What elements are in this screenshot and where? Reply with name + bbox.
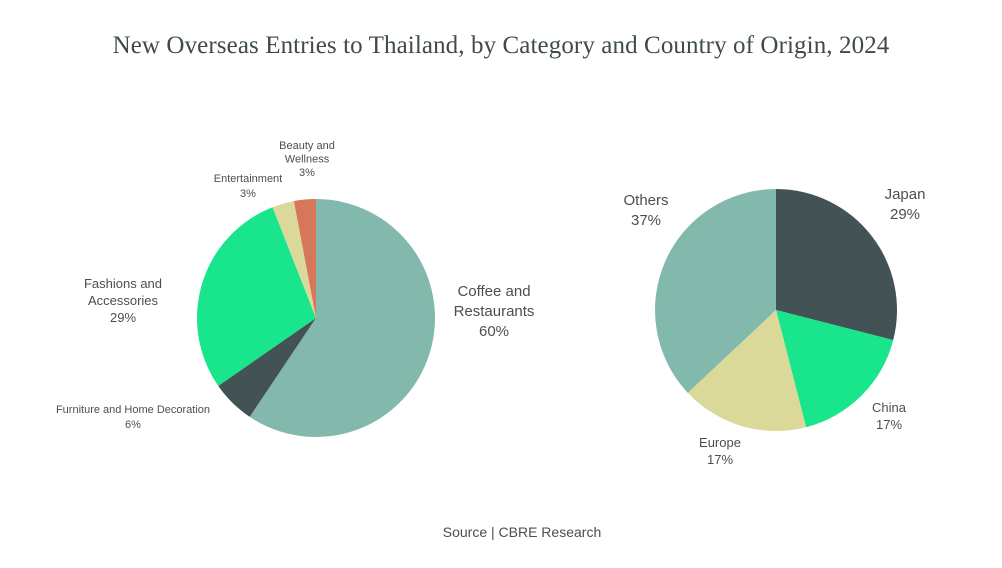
slice-name-entertainment: Entertainment	[214, 173, 282, 185]
slice-percent-beauty-and-wellness: 3%	[299, 167, 315, 179]
slice-label-europe: Europe 17%	[699, 435, 741, 467]
pie-slice-coffee-and-restaurants	[249, 199, 435, 437]
slice-label-japan: Japan 29%	[885, 186, 926, 223]
slice-percent-entertainment: 3%	[240, 188, 256, 200]
slice-percent-others: 37%	[631, 212, 661, 229]
slice-name-fashions-and-accessories: Fashions and	[84, 276, 162, 291]
pie-slice-entertainment	[272, 201, 316, 318]
slice-percent-china: 17%	[876, 417, 902, 432]
slice-label-entertainment: Entertainment 3%	[214, 173, 282, 200]
pie-slice-fashions-and-accessories	[197, 207, 316, 386]
slice-label-fashions-and-accessories: Fashions and Accessories 29%	[84, 276, 162, 325]
slice-name-others: Others	[623, 192, 668, 209]
pie-slice-japan	[776, 189, 897, 341]
slice-name-coffee-and-restaurants: Coffee and	[457, 283, 530, 300]
slice-label-furniture-and-home-decoration: Furniture and Home Decoration 6%	[56, 404, 210, 431]
pie-slice-europe	[687, 310, 807, 431]
slice-name-furniture-and-home-decoration: Furniture and Home Decoration	[56, 404, 210, 416]
slice-percent-japan: 29%	[890, 206, 920, 223]
slice-name-china: China	[872, 400, 907, 415]
slice-name-fashions-and-accessories: Accessories	[88, 293, 159, 308]
pie-slice-others	[654, 188, 776, 393]
pie-slice-beauty-and-wellness	[293, 199, 316, 318]
slice-name-europe: Europe	[699, 435, 741, 450]
slice-name-beauty-and-wellness: Wellness	[285, 154, 330, 166]
slice-percent-fashions-and-accessories: 29%	[110, 310, 136, 325]
pie-slice-china	[776, 310, 894, 428]
chart-title: New Overseas Entries to Thailand, by Cat…	[112, 32, 890, 59]
slice-label-coffee-and-restaurants: Coffee and Restaurants 60%	[454, 283, 535, 340]
slice-label-others: Others 37%	[623, 192, 668, 229]
slice-percent-furniture-and-home-decoration: 6%	[125, 419, 141, 431]
category-pie-chart: Coffee and Restaurants 60% Furniture and Ho…	[56, 140, 534, 437]
slice-label-beauty-and-wellness: Beauty and Wellness 3%	[279, 140, 335, 179]
slice-name-coffee-and-restaurants: Restaurants	[454, 303, 535, 320]
slice-percent-europe: 17%	[707, 452, 733, 467]
slice-percent-coffee-and-restaurants: 60%	[479, 323, 509, 340]
source-note: Source | CBRE Research	[442, 524, 602, 540]
slice-label-china: China 17%	[872, 400, 907, 432]
pie-slice-furniture-and-home-decoration	[218, 318, 316, 417]
country-pie-chart: Japan 29% China 17% Europe 17% Others 37%	[623, 186, 925, 467]
slice-name-beauty-and-wellness: Beauty and	[279, 140, 335, 152]
slice-name-japan: Japan	[885, 186, 926, 203]
